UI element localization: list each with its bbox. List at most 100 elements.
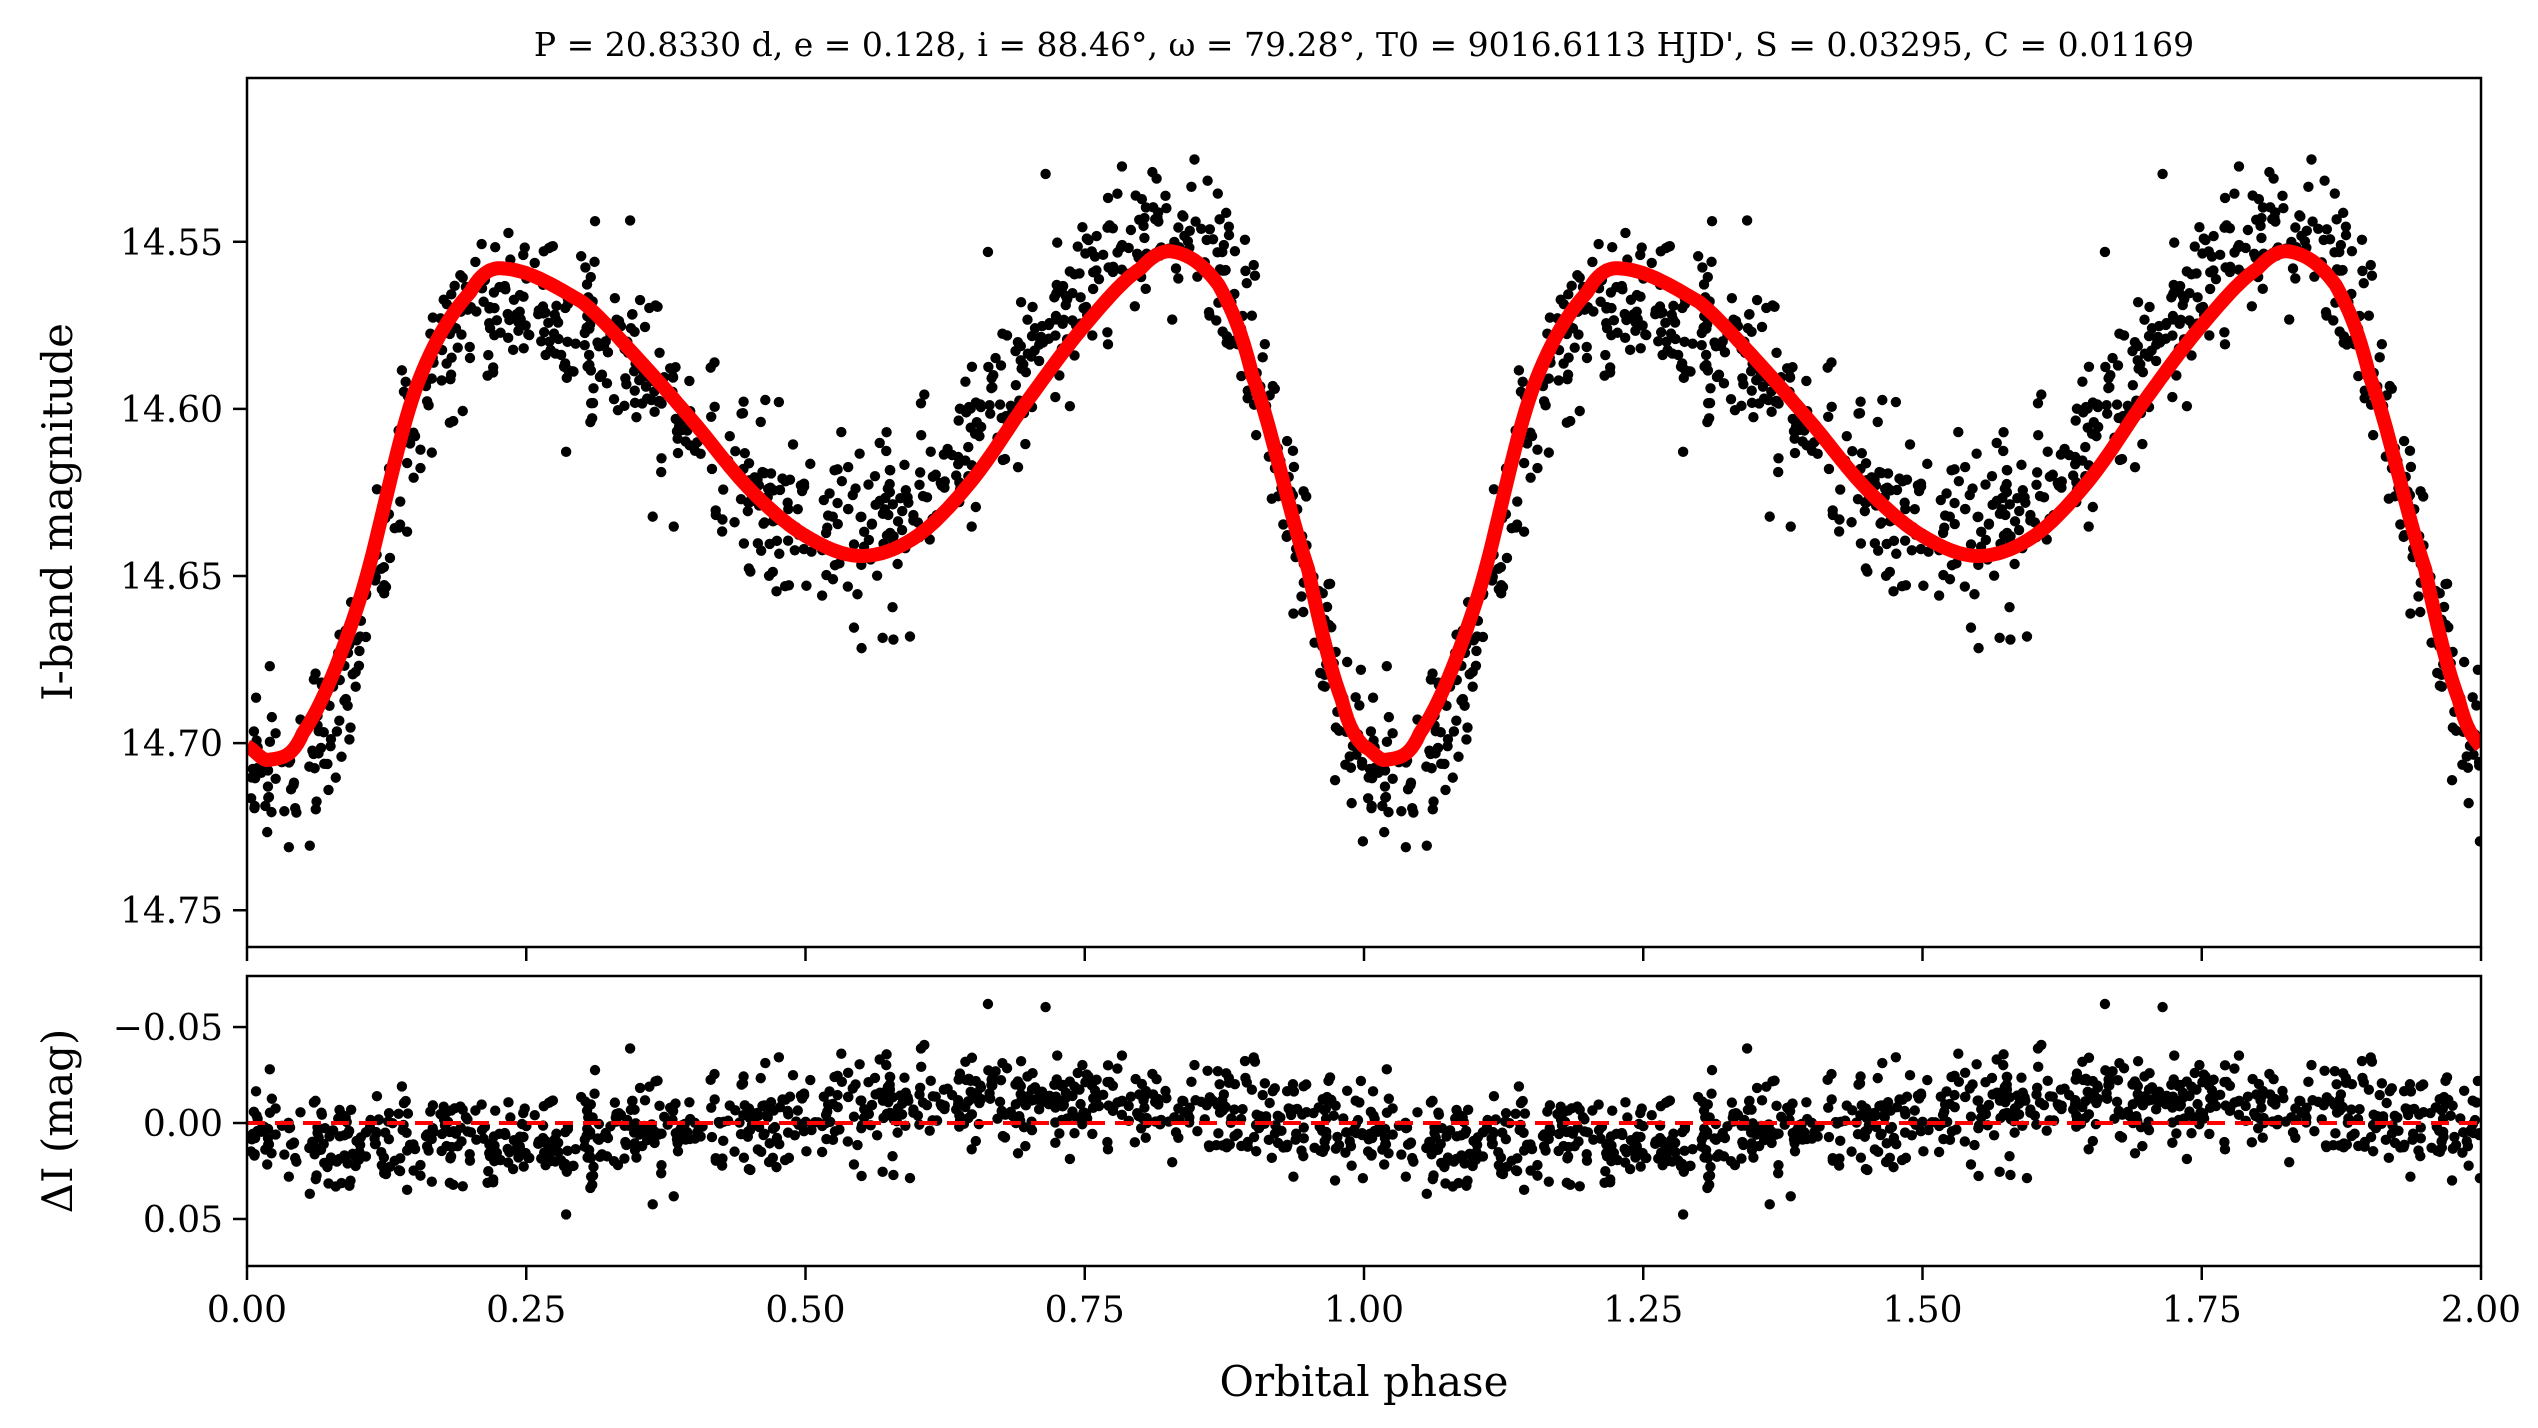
residual-point [2413,1145,2424,1156]
data-point [2353,370,2364,382]
data-point [1221,331,1233,342]
residual-point [376,1147,387,1158]
residual-point [1357,1172,1369,1184]
residual-point [1239,1055,1251,1067]
residual-point [1669,1137,1681,1148]
residual-point [2366,1056,2378,1067]
data-point [1427,804,1438,815]
residual-point [307,1136,318,1148]
data-point [1214,214,1225,225]
data-point [1140,202,1152,213]
residual-point [585,1182,596,1194]
residual-point [1581,1155,1593,1166]
data-point [816,590,828,601]
residual-point [393,1108,404,1120]
data-point [1855,396,1866,407]
residual-point [1060,1092,1071,1104]
data-point [821,569,832,581]
data-point [2405,608,2416,619]
data-point [2287,263,2299,274]
residual-point [1713,1149,1725,1160]
residual-point [848,1111,860,1122]
residual-point [545,1155,556,1167]
data-point [1035,331,1047,343]
data-point [408,472,419,483]
data-point [1196,223,1207,235]
data-point [1440,784,1451,796]
data-point [1173,222,1184,233]
data-point [1751,294,1763,306]
data-point [1918,580,1929,591]
residual-point [1655,1101,1666,1112]
data-point [1953,475,1965,487]
residual-point [767,1152,779,1164]
residual-point [1012,1148,1024,1159]
residual-point [262,1159,273,1170]
data-point [1532,444,1543,455]
residual-point [634,1082,646,1094]
data-point [2357,265,2368,277]
light-curve-frame [245,76,2483,949]
residual-point [842,1091,854,1103]
residual-point [2169,1050,2180,1061]
residual-point [885,1071,896,1083]
residual-point [1891,1102,1903,1113]
data-point [888,634,899,645]
data-point [279,806,290,817]
residual-point [2473,1127,2481,1139]
residual-point [1123,1100,1134,1112]
residual-point [855,1095,866,1106]
residual-point [2248,1108,2260,1119]
residual-point [787,1070,799,1081]
residual-point [1355,1075,1367,1087]
data-point [1904,439,1916,450]
residual-point [936,1101,948,1112]
residual-point [630,1122,641,1133]
data-point [2047,469,2058,480]
data-point [2157,168,2168,180]
residual-point [465,1127,477,1138]
data-point [1646,257,1657,269]
residual-point [672,1146,684,1157]
data-point [1969,589,1980,600]
residual-point [1147,1089,1159,1100]
residual-point [1687,1143,1698,1155]
data-point [1160,190,1171,202]
residual-point [1862,1164,1873,1176]
data-point [2306,154,2317,165]
data-point [560,302,571,314]
residual-point [2376,1078,2388,1089]
residual-point [1462,1104,1474,1115]
y-tick-label: −0.05 [113,1008,223,1049]
data-point [455,270,466,281]
residual-point [2221,1076,2232,1088]
data-point [266,711,278,723]
data-point [2055,449,2067,460]
residual-point [1553,1145,1564,1157]
residual-point [1240,1072,1251,1084]
data-point [1630,325,1641,336]
residual-point [551,1128,562,1139]
residual-point [2280,1116,2292,1127]
residual-point [1606,1155,1617,1167]
data-point [1897,476,1908,487]
residual-point [2389,1137,2401,1149]
data-point [581,322,592,333]
data-point [1685,366,1696,377]
data-point [1377,800,1388,812]
data-point [1223,221,1235,232]
residual-point [1918,1146,1929,1157]
data-point [2337,207,2349,219]
residual-point [1093,1100,1105,1112]
residual-point [568,1160,579,1172]
residual-point [393,1165,405,1176]
data-point [2083,521,2094,532]
data-point [1428,796,1439,807]
residual-point [1525,1139,1536,1150]
data-point [1201,234,1212,246]
residual-point [878,1112,889,1124]
residual-point [631,1152,642,1163]
residual-point [583,1112,594,1123]
data-point [903,497,914,508]
residual-point [2418,1106,2429,1118]
